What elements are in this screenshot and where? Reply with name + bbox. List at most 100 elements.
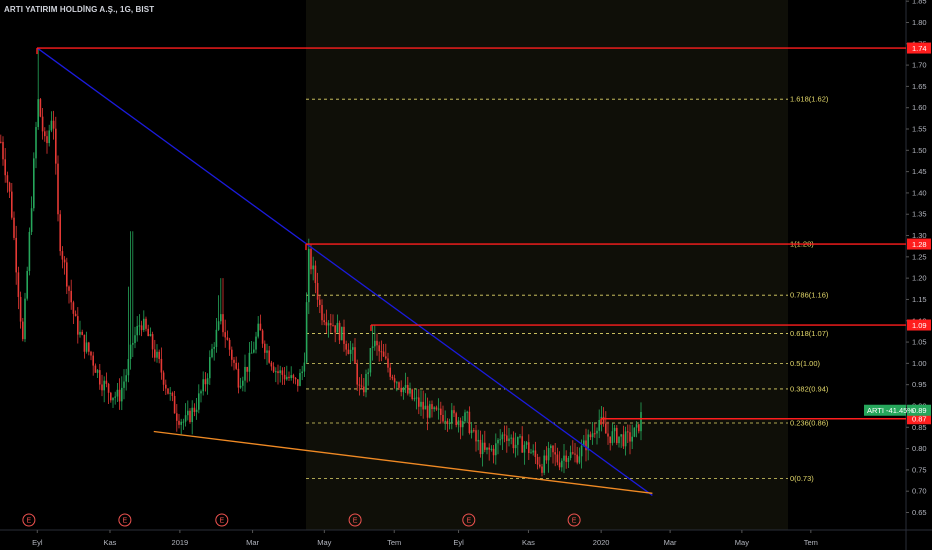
candle-body — [176, 413, 178, 421]
candle-body — [627, 431, 629, 433]
candle — [503, 425, 506, 443]
candle — [583, 435, 585, 447]
candle-body — [253, 349, 255, 353]
candle — [354, 338, 356, 364]
candle — [35, 121, 37, 169]
candle-body — [61, 251, 64, 260]
candle — [468, 406, 471, 435]
candle — [209, 350, 211, 385]
candle-body — [301, 371, 303, 374]
candle — [28, 227, 31, 276]
candle — [473, 428, 475, 433]
candle-body — [336, 322, 339, 333]
candle-body — [622, 434, 625, 447]
candle-body — [22, 321, 24, 340]
x-tick-label: Mar — [664, 538, 677, 547]
y-tick-label: 0.85 — [912, 423, 927, 432]
candle — [585, 428, 587, 462]
candle-body — [569, 452, 572, 458]
candle — [396, 380, 398, 392]
candle-body — [57, 163, 59, 215]
candle — [127, 286, 130, 383]
candle — [222, 278, 224, 337]
support-line — [153, 430, 653, 494]
candle — [198, 384, 200, 414]
candle — [411, 388, 413, 401]
candle-body — [413, 398, 416, 400]
candle — [266, 343, 268, 365]
y-tick-label: 1.05 — [912, 338, 927, 347]
candle-body — [121, 387, 123, 402]
candle-body — [88, 342, 90, 352]
candle — [165, 379, 167, 396]
candle — [99, 364, 101, 390]
candle — [81, 329, 83, 336]
candle — [239, 377, 242, 389]
candle-body — [101, 384, 103, 391]
candle-body — [180, 421, 182, 425]
candle-body — [508, 438, 510, 441]
candle-body — [561, 460, 563, 468]
y-tick-label: 1.50 — [912, 146, 927, 155]
candle — [202, 371, 204, 396]
candle — [217, 295, 220, 331]
candle — [488, 443, 490, 461]
candle-body — [402, 387, 405, 393]
candle — [176, 404, 178, 432]
candle — [79, 320, 81, 338]
candle-body — [541, 466, 543, 473]
candle-body — [112, 397, 114, 401]
candle — [374, 325, 376, 351]
y-tick-label: 1.60 — [912, 103, 927, 112]
earnings-marker-label: E — [353, 518, 358, 525]
candle-body — [220, 314, 222, 322]
candle-body — [613, 427, 616, 432]
candle — [68, 285, 70, 304]
candle — [255, 331, 257, 354]
candle-body — [534, 450, 537, 458]
candle-body — [620, 434, 622, 437]
candle-body — [94, 365, 97, 373]
candle-body — [547, 448, 550, 461]
y-tick-label: 1.00 — [912, 359, 927, 368]
candle — [574, 442, 576, 463]
candle-body — [347, 349, 350, 354]
candle-body — [134, 335, 136, 344]
candle — [187, 400, 189, 421]
candle — [2, 136, 4, 166]
earnings-marker — [22, 513, 36, 527]
candle-body — [237, 368, 240, 388]
candle-body — [259, 323, 262, 331]
candle — [37, 48, 39, 130]
candle — [55, 116, 57, 175]
candle — [541, 463, 543, 477]
candle — [237, 362, 240, 394]
candle-body — [59, 214, 61, 252]
candle-body — [528, 442, 530, 454]
candle — [367, 368, 369, 386]
candle — [171, 391, 174, 402]
candle — [576, 446, 578, 465]
candle — [598, 409, 600, 439]
candle — [178, 413, 180, 429]
candle — [11, 183, 13, 220]
candle-body — [376, 340, 378, 346]
candle — [134, 326, 136, 349]
candle — [147, 324, 149, 337]
candle — [517, 436, 519, 456]
candle — [96, 369, 99, 378]
candle-body — [424, 405, 427, 410]
candle — [259, 314, 262, 331]
candle-body — [206, 378, 209, 385]
candle-body — [48, 130, 50, 144]
candle-body — [114, 396, 116, 398]
x-tick-label: May — [317, 538, 331, 547]
candle — [345, 340, 347, 356]
candle — [288, 371, 290, 381]
candle-body — [308, 248, 310, 303]
candle — [169, 386, 171, 401]
candle — [424, 393, 427, 410]
candle — [420, 390, 422, 416]
